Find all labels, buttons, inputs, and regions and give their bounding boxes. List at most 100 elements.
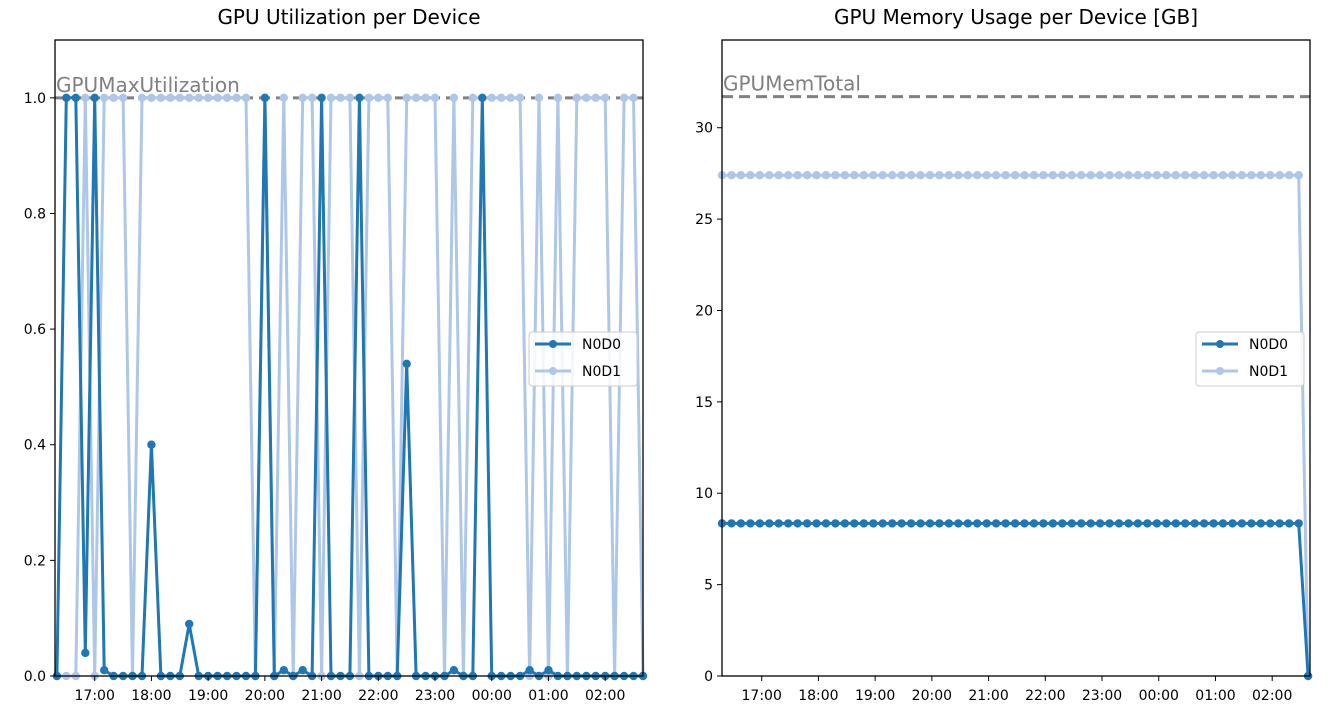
legend-label-n0d0: N0D0 [582, 337, 621, 353]
data-point-n0d0 [812, 519, 821, 528]
data-point-n0d1 [1020, 171, 1029, 180]
data-point-n0d0 [1095, 519, 1105, 528]
data-point-n0d0 [746, 519, 755, 528]
y-tick-label: 1.0 [24, 91, 46, 107]
data-point-n0d0 [1039, 519, 1048, 528]
data-point-n0d0 [1020, 519, 1029, 528]
memory-plot-frame [721, 39, 1311, 677]
data-point-n0d1 [137, 93, 147, 103]
data-point-n0d1 [1001, 171, 1010, 180]
x-tick-label: 23:00 [1082, 688, 1122, 704]
x-tick-label: 20:00 [912, 688, 952, 704]
data-point-n0d1 [1256, 171, 1266, 180]
utilization-plot-frame [54, 39, 644, 677]
memory-legend[interactable]: N0D0 N0D1 [1195, 331, 1305, 387]
data-point-n0d1 [553, 93, 563, 103]
data-point-n0d1 [963, 171, 972, 180]
series-n0d0 [717, 519, 1313, 681]
x-tick-label: 23:00 [415, 688, 455, 704]
x-tick-label: 17:00 [742, 688, 782, 704]
data-point-n0d0 [298, 666, 307, 675]
data-point-n0d1 [897, 171, 906, 180]
utilization-axis-ticks: 17:00 18:00 19:00 20:00 21:00 22:00 23:00 00:00… [24, 91, 626, 704]
utilization-legend[interactable]: N0D0 N0D1 [528, 331, 638, 387]
data-point-n0d0 [765, 519, 774, 528]
data-point-n0d1 [326, 93, 336, 103]
data-point-n0d1 [1029, 171, 1039, 180]
y-tick-label: 0.4 [24, 438, 46, 454]
data-point-n0d0 [1256, 519, 1266, 528]
data-point-n0d0 [62, 93, 71, 103]
data-point-n0d1 [906, 171, 916, 180]
data-point-n0d1 [793, 171, 802, 180]
data-point-n0d1 [1077, 171, 1086, 180]
data-point-n0d1 [81, 93, 90, 103]
data-point-n0d0 [478, 93, 487, 103]
data-point-n0d0 [831, 519, 840, 528]
y-tick-label: 5 [704, 578, 713, 594]
data-point-n0d1 [1086, 171, 1095, 180]
legend-marker-n0d1 [549, 367, 557, 375]
data-point-n0d0 [973, 519, 982, 528]
legend-label-n0d0: N0D0 [1249, 337, 1288, 353]
memory-series: GPUMemTotal [717, 72, 1313, 681]
data-point-n0d1 [1114, 171, 1124, 180]
data-point-n0d1 [1237, 171, 1247, 180]
x-tick-label: 21:00 [968, 688, 1008, 704]
y-tick-label: 0.8 [24, 206, 46, 222]
data-point-n0d1 [279, 93, 288, 103]
data-point-n0d1 [629, 93, 638, 103]
x-tick-label: 22:00 [1025, 688, 1065, 704]
data-point-n0d1 [1105, 171, 1114, 180]
data-point-n0d1 [534, 93, 544, 103]
data-point-n0d0 [850, 519, 859, 528]
data-point-n0d1 [147, 93, 156, 103]
data-point-n0d1 [1133, 171, 1143, 180]
data-point-n0d1 [1058, 171, 1067, 180]
data-point-n0d1 [746, 171, 755, 180]
data-point-n0d1 [840, 171, 850, 180]
reference-line-label: GPUMaxUtilization [56, 73, 240, 97]
data-point-n0d0 [1181, 519, 1190, 528]
legend-label-n0d1: N0D1 [582, 364, 621, 380]
x-tick-label: 01:00 [1195, 688, 1235, 704]
y-tick-label: 0.6 [24, 322, 46, 338]
y-tick-label: 0.2 [24, 553, 46, 569]
data-point-n0d0 [1266, 519, 1275, 528]
data-point-n0d0 [1190, 519, 1199, 528]
data-point-n0d0 [1058, 519, 1067, 528]
data-point-n0d1 [421, 93, 430, 103]
data-point-n0d1 [241, 93, 251, 103]
data-point-n0d0 [991, 519, 1001, 528]
data-point-n0d1 [1048, 171, 1058, 180]
data-point-n0d1 [1124, 171, 1133, 180]
data-point-n0d1 [859, 171, 868, 180]
memory-axis-ticks: 17:00 18:00 19:00 20:00 21:00 22:00 23:00 00:00… [695, 121, 1292, 704]
data-point-n0d0 [1105, 519, 1114, 528]
data-point-n0d1 [765, 171, 774, 180]
data-point-n0d0 [1114, 519, 1124, 528]
data-point-n0d1 [821, 171, 831, 180]
data-point-n0d1 [175, 93, 184, 103]
data-point-n0d0 [982, 519, 991, 528]
reference-line-label: GPUMemTotal [723, 72, 861, 96]
data-point-n0d1 [572, 93, 581, 103]
data-point-n0d0 [1237, 519, 1247, 528]
data-point-n0d0 [888, 519, 897, 528]
x-tick-label: 19:00 [855, 688, 895, 704]
data-point-n0d0 [355, 93, 364, 103]
data-point-n0d1 [118, 93, 128, 103]
data-point-n0d0 [1010, 519, 1020, 528]
x-tick-label: 18:00 [798, 688, 838, 704]
data-point-n0d1 [213, 93, 222, 103]
data-point-n0d0 [544, 666, 553, 675]
data-point-n0d1 [1228, 171, 1237, 180]
data-point-n0d1 [1190, 171, 1199, 180]
data-point-n0d0 [1294, 519, 1303, 528]
data-point-n0d1 [1294, 171, 1303, 180]
y-tick-label: 15 [695, 395, 713, 411]
data-point-n0d0 [1275, 519, 1284, 528]
data-point-n0d0 [1285, 519, 1294, 528]
data-point-n0d1 [1152, 171, 1162, 180]
data-point-n0d0 [1209, 519, 1218, 528]
